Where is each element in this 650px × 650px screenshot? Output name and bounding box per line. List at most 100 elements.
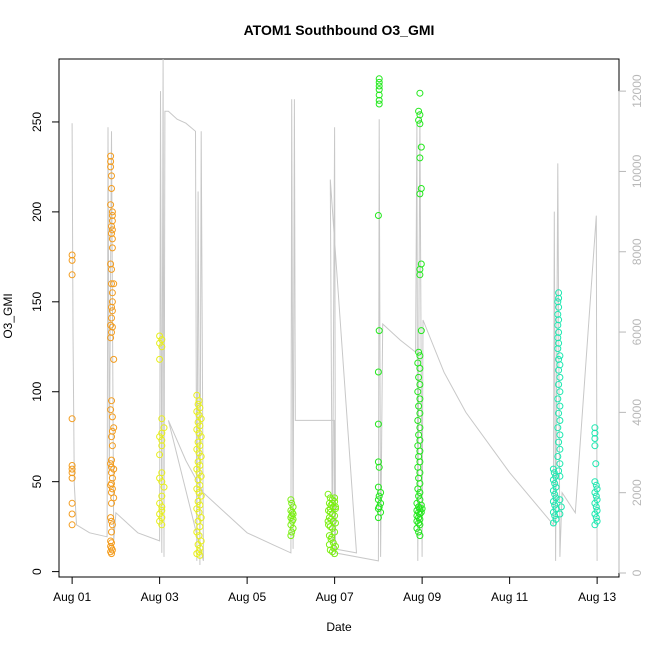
data-point-series-4 (375, 75, 383, 83)
data-point-series-3 (327, 501, 335, 509)
data-point-series-1 (107, 152, 115, 160)
data-point-series-5 (554, 345, 562, 353)
data-point-series-4 (375, 91, 383, 99)
data-point-series-3 (326, 508, 334, 516)
data-point-series-2 (193, 408, 201, 415)
data-point-series-2 (195, 489, 203, 496)
data-point-series-4 (374, 368, 382, 376)
data-point-series-1 (68, 474, 76, 482)
data-point-series-5 (555, 303, 563, 311)
data-point-series-2 (158, 429, 166, 437)
data-point-series-4 (415, 508, 423, 516)
data-point-series-2 (194, 438, 202, 446)
data-point-series-2 (193, 528, 201, 536)
y-right-tick-label: 6000 (630, 318, 644, 345)
data-point-series-2 (158, 442, 166, 450)
data-point-series-2 (160, 483, 168, 491)
data-point-series-5 (591, 510, 599, 518)
data-point-series-2 (156, 332, 164, 340)
data-point-series-3 (329, 517, 337, 525)
data-point-series-2 (195, 449, 203, 457)
data-point-series-3 (288, 528, 296, 536)
data-point-series-3 (325, 541, 333, 549)
data-point-series-4 (374, 212, 382, 219)
data-point-series-3 (287, 496, 295, 504)
data-point-series-1 (108, 208, 116, 216)
data-point-series-3 (325, 532, 333, 540)
data-point-series-2 (193, 505, 201, 513)
data-point-series-1 (68, 469, 76, 477)
y-left-tick-label: 100 (30, 381, 44, 401)
y-right-tick-label: 2000 (630, 479, 644, 506)
data-point-series-2 (158, 343, 166, 351)
data-point-series-4 (375, 463, 383, 471)
data-point-series-4 (416, 120, 424, 128)
x-tick-label: Aug 13 (578, 590, 616, 604)
data-point-series-4 (416, 271, 424, 279)
data-point-series-5 (555, 328, 563, 336)
data-point-series-2 (196, 551, 204, 559)
data-point-series-1 (108, 303, 115, 311)
data-point-series-5 (549, 487, 557, 495)
y-right-tick-label: 0 (630, 569, 644, 576)
data-point-series-2 (156, 517, 164, 525)
data-point-series-4 (416, 381, 424, 388)
data-point-series-3 (328, 533, 336, 541)
data-point-series-5 (555, 316, 563, 324)
data-point-series-2 (194, 458, 202, 466)
x-tick-label: Aug 03 (141, 590, 179, 604)
data-point-series-3 (332, 542, 339, 550)
data-point-series-1 (108, 550, 115, 558)
data-point-series-1 (108, 314, 115, 322)
data-point-series-1 (108, 226, 116, 234)
data-point-series-3 (287, 521, 295, 529)
data-point-series-4 (417, 501, 425, 509)
y-axis-label: O3_GMI (1, 293, 15, 338)
data-point-series-1 (68, 256, 76, 264)
data-point-series-4 (415, 514, 423, 522)
y-right-tick-label: 10000 (630, 154, 644, 188)
data-point-series-4 (374, 505, 382, 513)
data-point-series-2 (156, 510, 164, 518)
data-point-series-3 (287, 532, 295, 540)
data-point-series-2 (156, 355, 164, 363)
data-point-series-5 (556, 373, 564, 381)
data-point-series-5 (592, 492, 600, 500)
data-point-series-5 (592, 481, 600, 489)
data-point-series-4 (416, 409, 424, 417)
data-point-series-2 (197, 453, 205, 460)
data-point-series-5 (593, 485, 601, 493)
data-point-series-4 (416, 89, 424, 97)
data-point-series-5 (591, 499, 599, 507)
data-point-series-4 (414, 388, 422, 396)
data-point-series-1 (108, 442, 116, 450)
data-point-series-4 (417, 508, 425, 516)
data-point-series-5 (555, 289, 563, 297)
data-point-series-1 (107, 201, 115, 209)
data-point-series-3 (287, 514, 295, 522)
data-point-series-4 (374, 496, 382, 504)
y-right-tick-label: 4000 (630, 399, 644, 426)
x-tick-label: Aug 07 (316, 590, 354, 604)
data-point-series-2 (158, 514, 166, 522)
data-point-series-5 (554, 310, 562, 318)
data-point-series-1 (107, 321, 115, 329)
data-point-series-3 (331, 528, 339, 536)
data-point-series-2 (193, 465, 201, 473)
data-point-series-3 (331, 494, 339, 502)
data-point-series-1 (108, 433, 115, 441)
data-point-series-4 (375, 82, 383, 90)
data-point-series-1 (108, 289, 116, 297)
data-point-series-4 (375, 492, 383, 500)
data-point-series-4 (374, 420, 382, 428)
data-point-series-4 (416, 395, 424, 403)
data-point-series-4 (374, 514, 382, 522)
data-point-series-3 (325, 514, 333, 522)
data-point-series-1 (110, 280, 118, 288)
data-point-series-1 (108, 463, 115, 471)
data-point-series-5 (554, 334, 562, 342)
x-tick-label: Aug 01 (53, 590, 91, 604)
data-point-series-5 (551, 480, 559, 487)
data-point-series-1 (108, 539, 115, 547)
data-point-series-5 (555, 339, 563, 347)
